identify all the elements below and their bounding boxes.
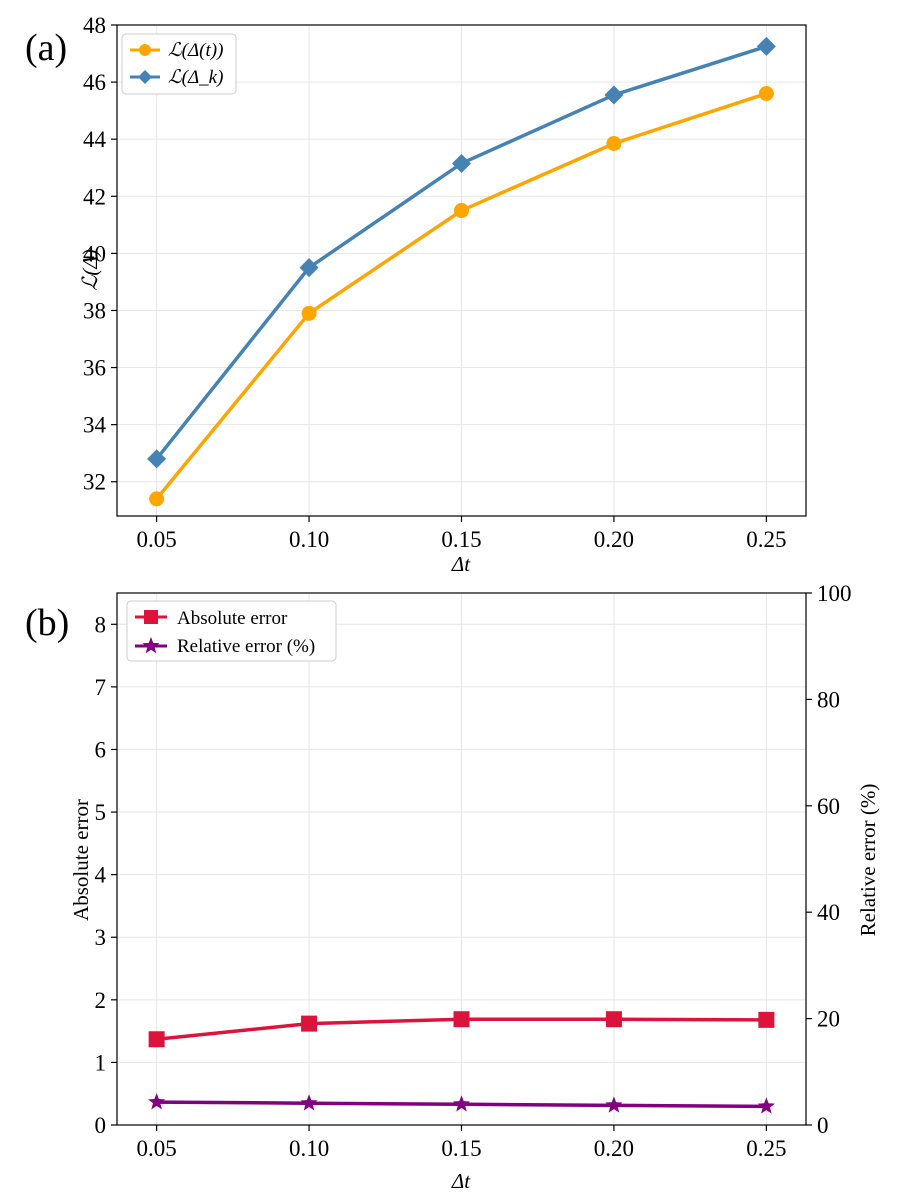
x-tick-label: 0.15 [441, 527, 481, 552]
panel-a-y-ticks: 32 34 36 38 40 42 44 46 48 [83, 13, 117, 495]
data-point-diamond [299, 258, 319, 278]
data-point-square [453, 1011, 470, 1028]
panel-b-right-y-axis-label: Relative error (%) [856, 784, 880, 937]
y-tick-label: 1 [95, 1050, 107, 1075]
panel-a-legend: ℒ(Δ(t)) ℒ(Δ_k) [121, 33, 237, 95]
data-point-square [301, 1015, 318, 1032]
panel-a-y-axis-label: ℒ(Δ) [78, 249, 102, 290]
data-point-square [148, 1031, 165, 1048]
data-point-diamond [147, 449, 167, 469]
y-tick-label: 8 [95, 612, 107, 637]
panel-b-x-axis-label: Δt [451, 1169, 471, 1193]
data-point-diamond [452, 153, 471, 173]
x-tick-label: 0.25 [746, 1136, 786, 1161]
x-tick-label: 0.25 [746, 527, 786, 552]
x-tick-label: 0.05 [137, 527, 177, 552]
x-tick-label: 0.20 [594, 527, 634, 552]
y-tick-label: 40 [83, 241, 106, 266]
data-point-circle [606, 135, 622, 151]
panel-b-series [148, 1011, 775, 1114]
panel-a-x-ticks: 0.05 0.10 0.15 0.20 0.25 [137, 516, 786, 552]
panel-a-label: (a) [25, 27, 67, 69]
data-point-star [148, 1093, 166, 1110]
y-tick-label: 3 [95, 925, 107, 950]
legend-label-l-delta-t: ℒ(Δ(t)) [168, 40, 223, 61]
y-tick-label: 46 [83, 70, 106, 95]
data-point-diamond [604, 85, 624, 105]
panel-b-legend: Absolute error Relative error (%) [126, 600, 337, 662]
right-y-tick-label: 100 [817, 581, 852, 606]
legend-marker-l-delta-k [138, 70, 152, 84]
y-tick-label: 32 [83, 470, 106, 495]
data-point-star [452, 1095, 471, 1112]
y-tick-label: 5 [95, 800, 107, 825]
panel-a-series [147, 36, 776, 507]
y-tick-label: 7 [95, 675, 107, 700]
data-point-square [758, 1011, 775, 1028]
right-y-tick-label: 80 [817, 687, 840, 712]
data-point-circle [454, 203, 469, 219]
legend-marker-relative-error [142, 637, 160, 654]
data-point-star [757, 1097, 775, 1114]
x-tick-label: 0.10 [289, 1136, 329, 1161]
y-tick-label: 0 [95, 1113, 107, 1138]
data-point-star [300, 1094, 318, 1111]
panel-b-legend-box [126, 600, 337, 662]
data-point-diamond [756, 36, 776, 56]
right-y-tick-label: 20 [817, 1007, 840, 1032]
panel-a-x-axis-label: Δt [451, 552, 471, 576]
y-tick-label: 38 [83, 298, 106, 323]
y-tick-label: 2 [95, 988, 107, 1013]
y-tick-label: 34 [83, 413, 107, 438]
data-point-circle [758, 86, 774, 102]
panel-a-grid [117, 24, 806, 516]
right-y-tick-label: 0 [817, 1113, 829, 1138]
data-point-circle [149, 491, 165, 507]
legend-label-relative-error: Relative error (%) [177, 636, 315, 657]
x-tick-label: 0.20 [594, 1136, 634, 1161]
panel-b: 0.05 0.10 0.15 0.20 0.25 0 1 2 3 4 5 6 7 8 0 20 40 60 80… [25, 581, 880, 1193]
panel-b-grid [117, 593, 806, 1126]
panel-a: 0.05 0.10 0.15 0.20 0.25 323436384042444648 … [25, 13, 807, 576]
legend-label-l-delta-k: ℒ(Δ_k) [168, 67, 223, 88]
y-tick-label: 6 [95, 737, 107, 762]
panel-b-label: (b) [25, 602, 69, 644]
panel-b-y-axis-label: Absolute error [69, 799, 93, 921]
legend-label-absolute-error: Absolute error [177, 608, 288, 629]
legend-marker-l-delta-t [139, 44, 151, 56]
y-tick-label: 44 [83, 127, 107, 152]
y-tick-label: 4 [95, 863, 107, 888]
x-tick-label: 0.05 [137, 1136, 177, 1161]
right-y-tick-label: 40 [817, 900, 840, 925]
panel-b-y-ticks: 0 1 2 3 4 5 6 7 8 [95, 612, 117, 1138]
y-tick-label: 42 [83, 184, 106, 209]
y-tick-label: 36 [83, 356, 106, 381]
y-tick-label: 48 [83, 13, 106, 38]
panel-b-right-y-ticks: 0 20 40 60 80 100 [806, 581, 852, 1138]
data-point-star [605, 1096, 623, 1113]
right-y-tick-label: 60 [817, 794, 840, 819]
data-point-square [605, 1011, 622, 1028]
x-tick-label: 0.10 [289, 527, 329, 552]
data-point-circle [301, 305, 317, 321]
x-tick-label: 0.15 [441, 1136, 481, 1161]
legend-marker-absolute-error [144, 610, 158, 624]
panel-b-x-ticks: 0.05 0.10 0.15 0.20 0.25 [137, 1125, 786, 1161]
